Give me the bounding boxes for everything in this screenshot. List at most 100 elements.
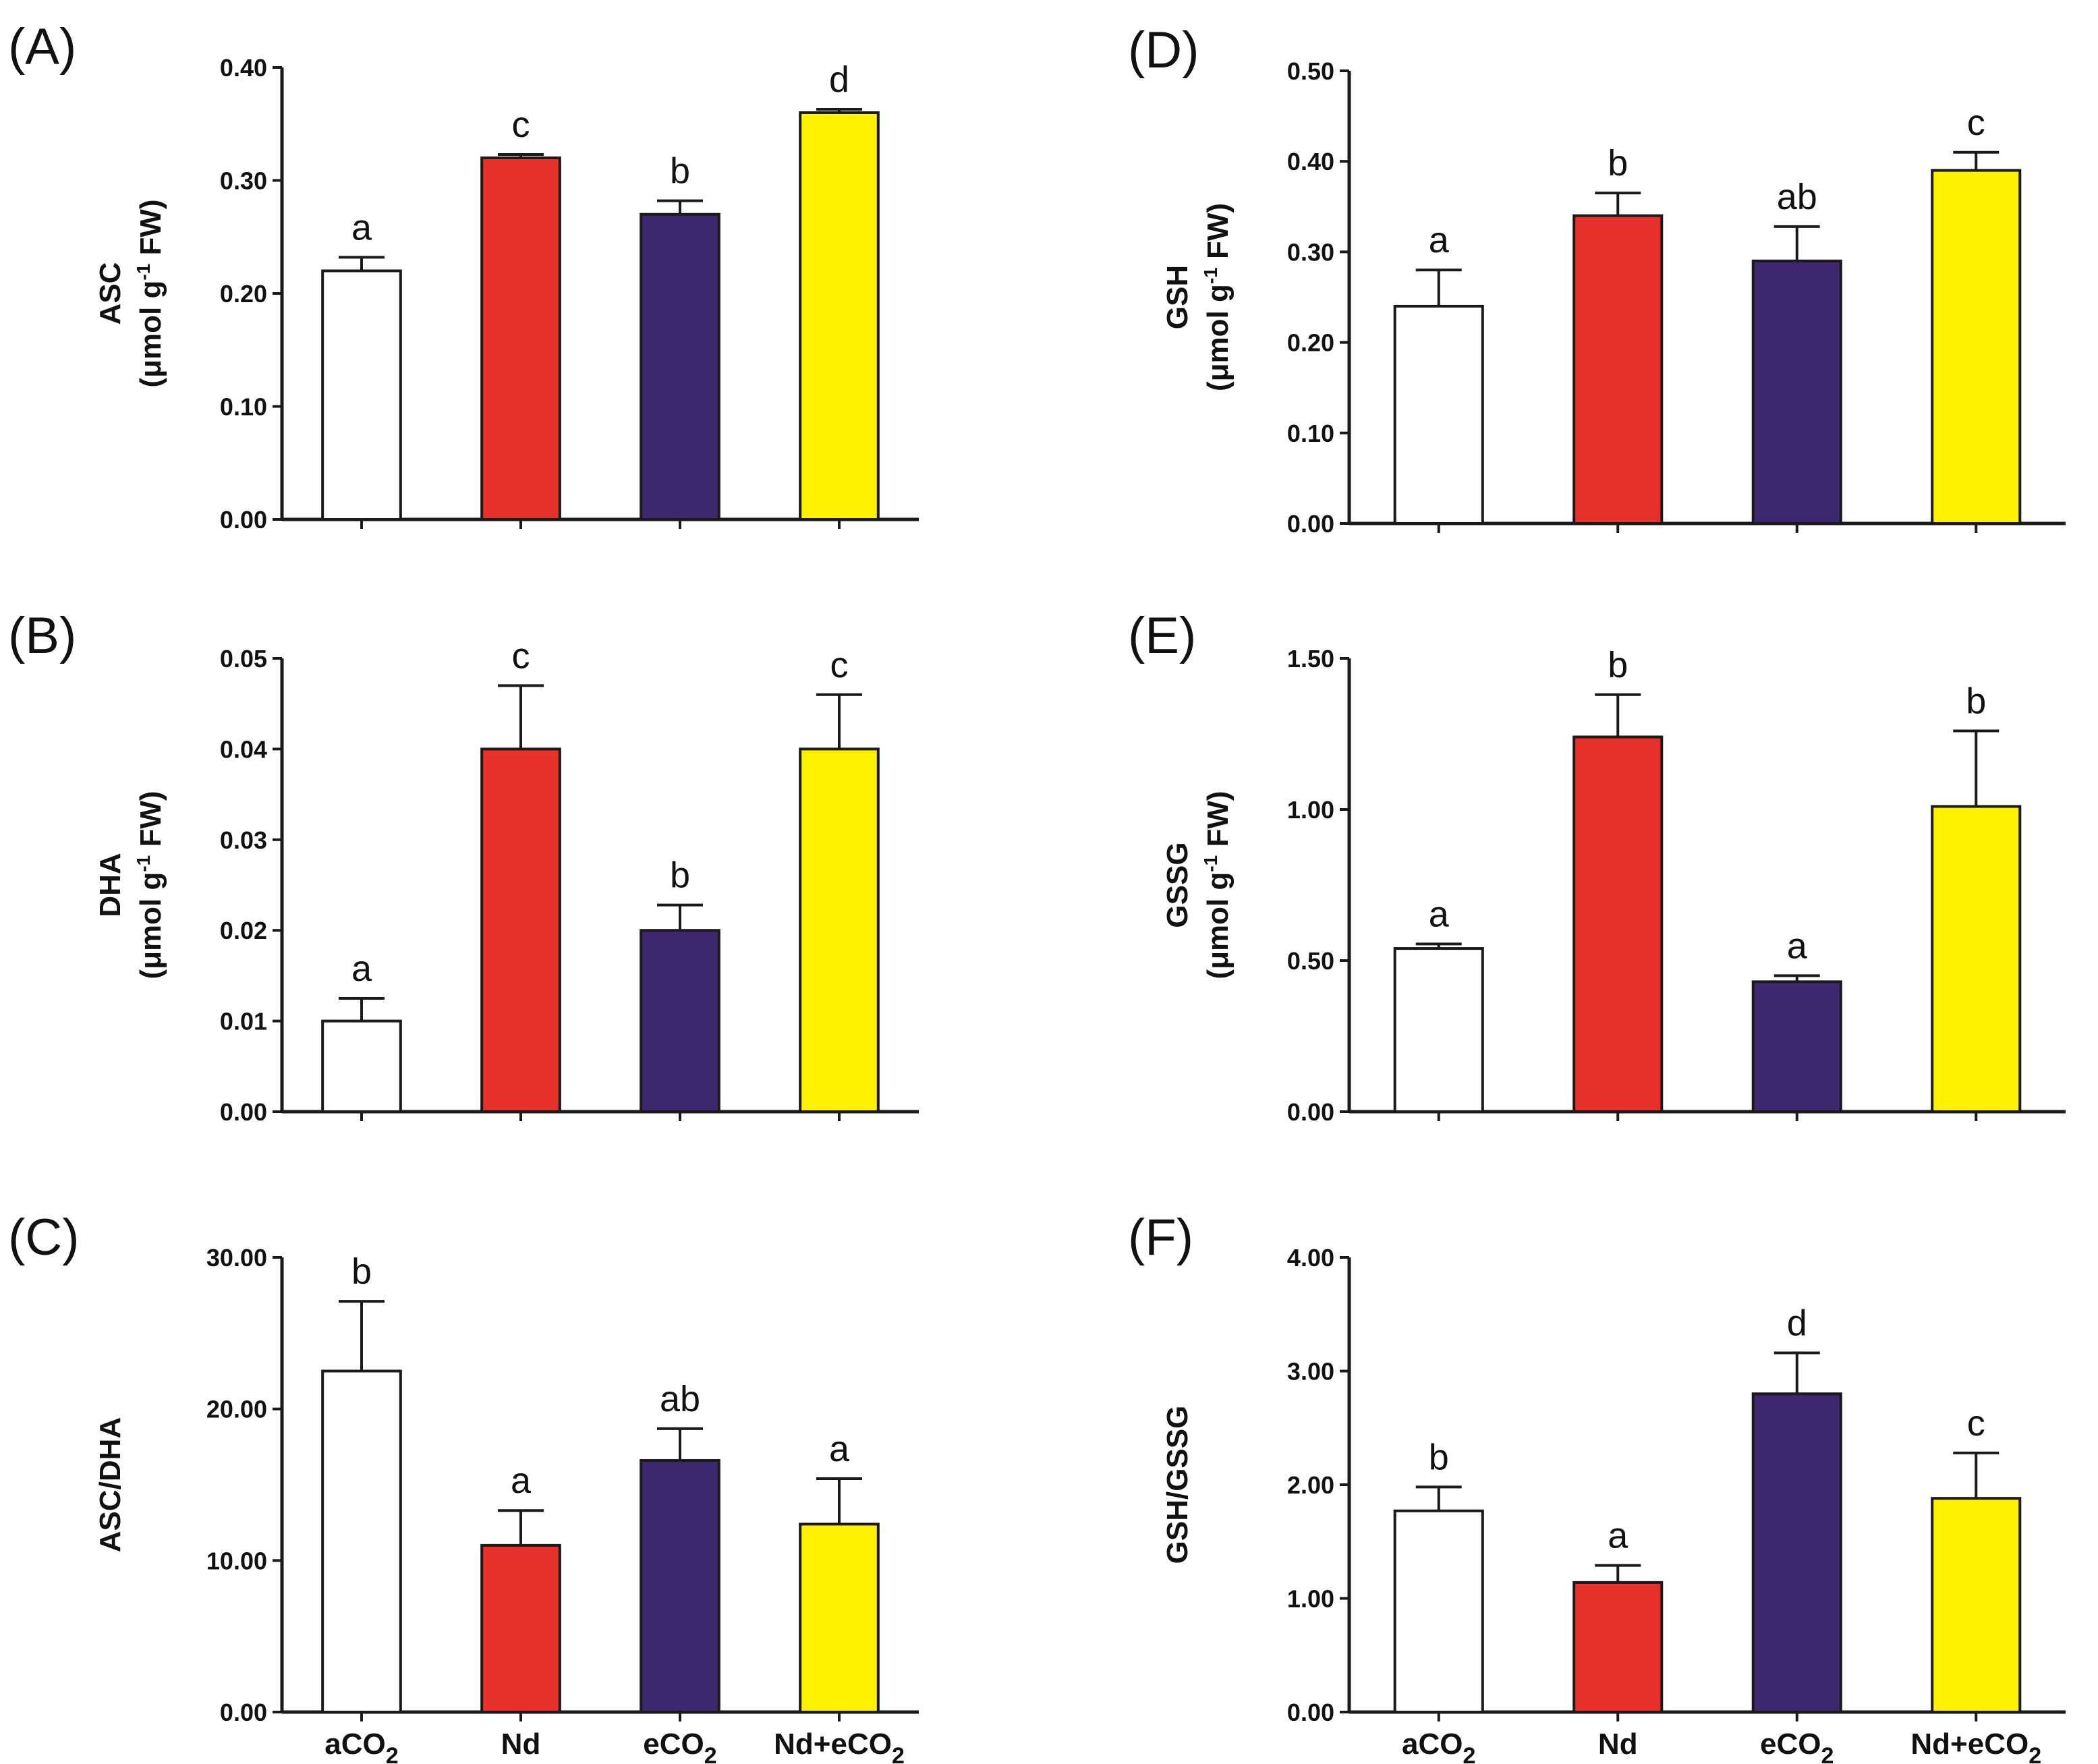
panel-b: (B) 0.00 0.01 0.02 0.03 0.04 0.05 DHA (μmol g-1 … <box>8 607 919 1126</box>
panel-d: (D) 0.00 0.10 0.20 0.30 0.40 0.50 GSH (μmol g-1 … <box>1128 22 2066 538</box>
y-tick-label: 10.00 <box>206 1547 267 1574</box>
y-axis-title: ASC/DHA <box>94 1417 127 1552</box>
bar-aco2 <box>321 1369 402 1713</box>
bar-eco2 <box>1751 980 1842 1113</box>
significance-letter: c <box>512 635 530 676</box>
x-category-label: aCO2 <box>324 1728 398 1764</box>
significance-letter: b <box>1608 645 1628 685</box>
panel-f: (F) 0.00 1.00 2.00 3.00 4.00 GSH/GSSG b aCO2 a Nd d… <box>1128 1209 2066 1764</box>
bar-aco2 <box>1393 947 1484 1113</box>
y-axis-title: GSH/GSSG <box>1161 1406 1194 1564</box>
bar-eco2 <box>1751 1392 1842 1713</box>
significance-letter: a <box>1608 1516 1628 1556</box>
y-tick-label: 0.00 <box>1287 510 1334 538</box>
y-axis-unit: (μmol g-1 FW) <box>1200 203 1235 391</box>
panel-label: (C) <box>8 1209 80 1266</box>
y-tick-label: 0.05 <box>220 645 267 673</box>
bar-nd-plus-eco2 <box>799 111 880 521</box>
x-category-label: Nd <box>1598 1728 1638 1761</box>
bar-nd-plus-eco2 <box>1931 169 2022 525</box>
y-tick-label: 0.02 <box>220 917 267 944</box>
bar-nd <box>480 157 561 521</box>
y-tick-label: 0.30 <box>1287 238 1334 266</box>
x-category-label: eCO2 <box>1760 1728 1834 1764</box>
y-tick-label: 0.40 <box>220 54 267 82</box>
y-tick-label: 0.00 <box>1287 1699 1334 1726</box>
significance-letter: a <box>351 207 372 248</box>
bar-aco2 <box>321 1019 402 1113</box>
y-tick-label: 0.03 <box>220 826 267 854</box>
bar-nd <box>1572 1581 1664 1713</box>
panel-label: (D) <box>1128 22 1199 79</box>
panel-a: (A) 0.00 0.10 0.20 0.30 0.40 ASC (μmol g-1 FW) a… <box>8 18 919 534</box>
bar-nd <box>1572 735 1664 1113</box>
significance-letter: a <box>511 1460 532 1501</box>
bar-nd <box>1572 214 1664 525</box>
y-tick-label: 0.50 <box>1287 57 1334 85</box>
significance-letter: a <box>1787 926 1808 966</box>
bar-eco2 <box>640 212 720 521</box>
y-tick-label: 0.00 <box>220 1699 267 1726</box>
y-tick-label: 4.00 <box>1287 1244 1334 1272</box>
bar-aco2 <box>1393 304 1484 525</box>
significance-letter: b <box>670 855 690 896</box>
y-tick-label: 1.00 <box>1287 1585 1334 1613</box>
y-tick-label: 0.10 <box>220 393 267 421</box>
significance-letter: c <box>1967 103 1985 143</box>
significance-letter: a <box>351 948 372 989</box>
significance-letter: d <box>1787 1303 1807 1344</box>
y-axis-unit: (μmol g-1 FW) <box>1200 791 1235 979</box>
y-tick-label: 0.01 <box>220 1008 267 1035</box>
y-tick-label: 0.04 <box>220 735 267 763</box>
x-category-label: Nd+eCO2 <box>1910 1728 2041 1764</box>
y-tick-label: 1.00 <box>1287 796 1334 824</box>
bar-eco2 <box>640 1459 720 1713</box>
significance-letter: d <box>829 59 849 100</box>
bar-nd-plus-eco2 <box>799 1523 880 1713</box>
significance-letter: b <box>351 1251 372 1292</box>
significance-letter: a <box>1429 894 1450 934</box>
bar-aco2 <box>321 269 402 521</box>
panel-label: (B) <box>8 607 76 664</box>
x-category-label: Nd+eCO2 <box>774 1728 905 1764</box>
y-axis-title: DHA <box>94 853 127 917</box>
bar-eco2 <box>1751 259 1842 525</box>
y-tick-label: 0.00 <box>220 506 267 534</box>
bar-nd <box>480 1543 561 1714</box>
significance-letter: b <box>670 151 690 192</box>
bar-eco2 <box>640 929 720 1113</box>
x-category-label: eCO2 <box>643 1728 716 1764</box>
bar-nd <box>480 747 561 1113</box>
significance-letter: b <box>1966 681 1986 722</box>
significance-letter: ab <box>1777 177 1817 217</box>
y-tick-label: 0.00 <box>1287 1098 1334 1126</box>
significance-letter: b <box>1429 1437 1449 1477</box>
y-axis-title: GSSG <box>1161 842 1194 928</box>
significance-letter: a <box>1429 220 1450 260</box>
significance-letter: b <box>1608 143 1628 183</box>
bar-nd-plus-eco2 <box>1931 1497 2022 1713</box>
y-axis-title: ASC <box>94 262 127 325</box>
bar-nd-plus-eco2 <box>1931 805 2022 1114</box>
y-tick-label: 0.50 <box>1287 947 1334 975</box>
y-tick-label: 0.40 <box>1287 148 1334 175</box>
y-axis-title: GSH <box>1161 265 1194 329</box>
y-axis-unit: (μmol g-1 FW) <box>133 199 167 387</box>
significance-letter: a <box>829 1429 850 1469</box>
bar-aco2 <box>1393 1509 1484 1713</box>
y-axis-unit: (μmol g-1 FW) <box>133 791 167 979</box>
y-tick-label: 0.20 <box>1287 329 1334 357</box>
panel-label: (E) <box>1128 607 1196 664</box>
y-tick-label: 2.00 <box>1287 1471 1334 1499</box>
x-category-label: aCO2 <box>1402 1728 1475 1764</box>
y-tick-label: 0.30 <box>220 167 267 195</box>
significance-letter: c <box>830 645 849 685</box>
panel-label: (F) <box>1128 1209 1193 1266</box>
x-category-label: Nd <box>501 1728 541 1761</box>
panel-e: (E) 0.00 0.50 1.00 1.50 GSSG (μmol g-1 FW) a b a b <box>1128 607 2066 1126</box>
significance-letter: c <box>1967 1403 1985 1444</box>
y-tick-label: 0.10 <box>1287 420 1334 447</box>
y-tick-label: 0.00 <box>220 1098 267 1126</box>
bar-nd-plus-eco2 <box>799 747 880 1113</box>
